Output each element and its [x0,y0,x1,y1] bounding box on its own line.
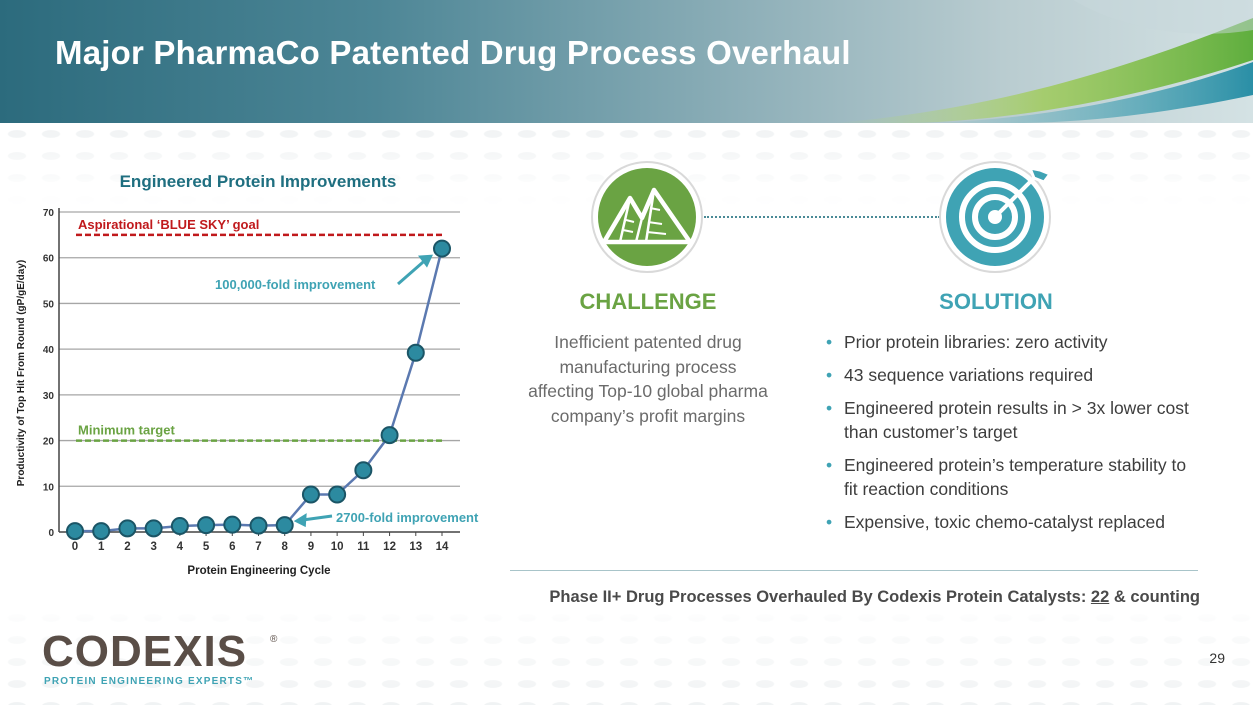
solution-bullet: Expensive, toxic chemo-catalyst replaced [822,510,1202,534]
x-tick-label: 4 [177,541,184,553]
data-point [433,239,451,258]
x-tick-label: 14 [436,541,449,553]
data-point [275,516,294,535]
annotation-arrowhead [418,254,433,268]
annotation-arrowhead [293,513,307,528]
solution-heading: SOLUTION [939,289,1053,314]
data-point [380,426,399,445]
page-title: Major PharmaCo Patented Drug Process Ove… [55,34,851,71]
annotation-arrow [301,514,333,522]
x-tick-label: 6 [229,541,235,553]
data-point [118,519,137,538]
x-tick-label: 7 [255,541,261,553]
annotation-label: 100,000-fold improvement [215,277,376,292]
data-point [144,519,163,538]
header-banner: Major PharmaCo Patented Drug Process Ove… [0,0,1253,123]
x-tick-label: 10 [331,541,344,553]
footer-statement-text: Phase II+ Drug Processes Overhauled By C… [549,588,1091,606]
data-point [406,343,425,362]
reference-line-label: Aspirational ‘BLUE SKY’ goal [78,217,259,232]
data-series [66,239,451,541]
y-tick-label: 70 [43,208,55,219]
x-tick-label: 9 [308,541,314,553]
footer-count: 22 [1090,588,1110,606]
reference-line-label: Minimum target [78,423,175,438]
reference-lines: Aspirational ‘BLUE SKY’ goal Minimum targ… [76,217,442,442]
section-divider [510,570,1198,571]
chart-gridlines [58,208,460,533]
data-point [301,485,320,504]
data-point [66,522,84,541]
x-tick-label: 2 [124,541,130,553]
footer-suffix: & counting [1109,588,1200,606]
logo-tagline: PROTEIN ENGINEERING EXPERTS™ [44,676,254,687]
data-point [170,517,189,536]
solution-bullet: Prior protein libraries: zero activity [822,330,1202,354]
target-arrow-icon [939,161,1052,273]
footer-statement: Phase II+ Drug Processes Overhauled By C… [500,588,1200,607]
y-tick-label: 40 [43,345,55,356]
challenge-description: Inefficient patented drug manufacturing … [528,332,768,426]
chart-title: Engineered Protein Improvements [120,172,397,191]
x-tick-label: 1 [98,541,105,553]
x-tick-label: 8 [282,541,289,553]
header-swoosh-graphic [833,0,1253,123]
solution-bullet: 43 sequence variations required [822,363,1202,387]
chart-annotations: 100,000-fold improvement 2700-fold improv… [215,254,479,528]
solution-bullet: Engineered protein results in > 3x lower… [822,396,1202,444]
challenge-heading: CHALLENGE [579,289,717,314]
x-axis-ticks: 0 1 2 3 4 5 6 7 8 9 10 11 12 13 14 [72,532,449,553]
mountains-icon [591,161,703,273]
y-axis-label: Productivity of Top Hit From Round (gP/g… [16,260,27,486]
challenge-solution-connector [704,216,940,218]
productivity-chart: Engineered Protein Improvements 01020304… [16,172,479,577]
data-point [354,461,373,480]
x-axis-label: Protein Engineering Cycle [187,565,330,577]
y-tick-label: 20 [43,437,55,448]
codexis-logo: CODEXIS ® PROTEIN ENGINEERING EXPERTS™ [42,628,278,687]
y-tick-label: 10 [43,482,55,493]
solution-bullet: Engineered protein’s temperature stabili… [822,453,1202,501]
y-tick-label: 30 [43,391,55,402]
data-point [197,516,216,535]
solution-bullets: Prior protein libraries: zero activity 4… [822,330,1202,543]
y-tick-label: 0 [48,528,54,539]
registered-mark: ® [270,634,278,645]
x-tick-label: 0 [72,541,78,553]
x-tick-label: 11 [357,541,370,553]
x-tick-label: 12 [383,541,396,553]
data-point [223,515,242,534]
data-point [249,516,268,535]
x-tick-label: 13 [409,541,422,553]
y-axis-ticks: 0 10 20 30 40 50 60 70 [43,208,55,539]
x-tick-label: 3 [150,541,156,553]
x-tick-label: 5 [203,541,210,553]
logo-wordmark: CODEXIS [42,628,247,676]
annotation-label: 2700-fold improvement [336,510,479,525]
data-point [328,485,347,504]
y-tick-label: 50 [43,299,55,310]
annotation-arrow [397,257,428,286]
y-tick-label: 60 [43,254,55,265]
page-number: 29 [1209,650,1225,666]
data-point [92,522,111,541]
